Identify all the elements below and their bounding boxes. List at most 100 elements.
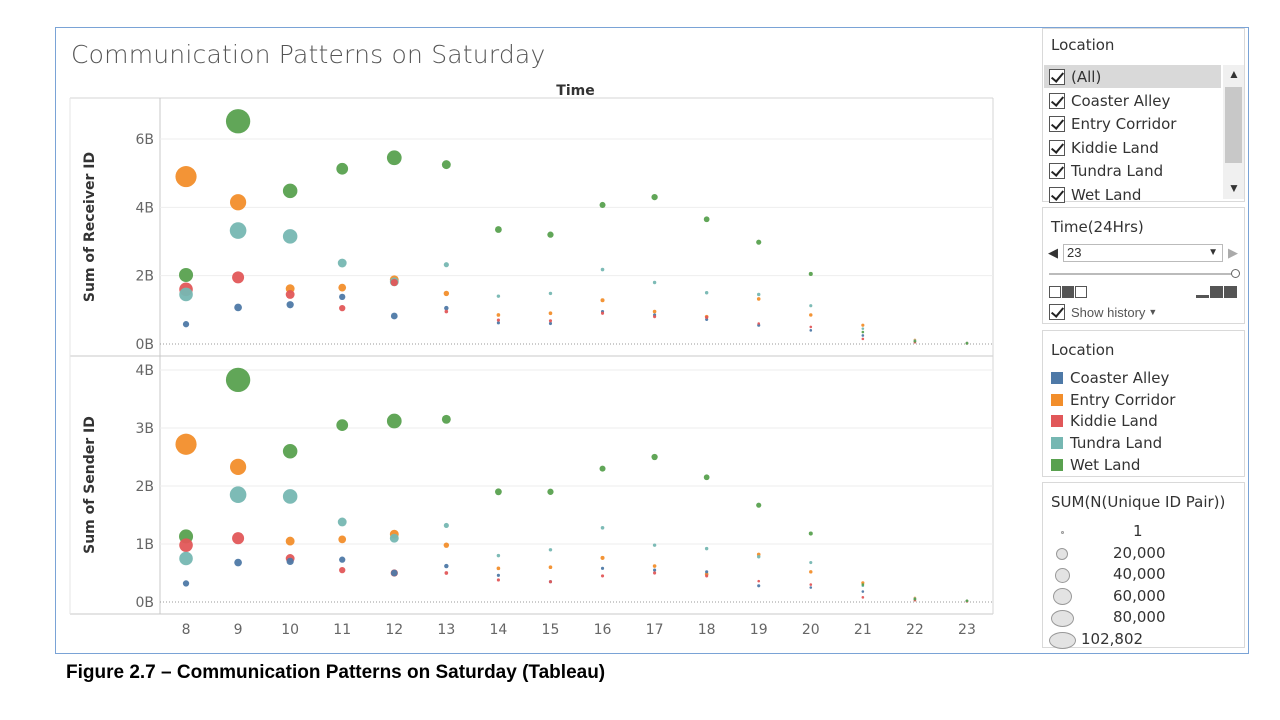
data-point bbox=[861, 334, 865, 337]
data-point bbox=[808, 531, 813, 536]
color-swatch bbox=[1051, 415, 1063, 428]
data-point bbox=[232, 271, 245, 284]
data-point bbox=[861, 327, 865, 330]
location-filter-option[interactable]: (All) bbox=[1049, 66, 1101, 88]
show-history-toggle[interactable]: Show history ▼ bbox=[1049, 304, 1157, 320]
filter-scrollbar[interactable]: ▲ ▼ bbox=[1223, 65, 1244, 199]
location-filter-checkbox[interactable] bbox=[1049, 92, 1065, 109]
color-swatch bbox=[1051, 458, 1063, 471]
data-point bbox=[757, 322, 761, 325]
data-point bbox=[861, 590, 865, 593]
data-point bbox=[338, 283, 347, 292]
column-header: Time bbox=[556, 83, 594, 99]
data-point bbox=[652, 309, 657, 314]
show-history-checkbox[interactable] bbox=[1049, 304, 1065, 320]
scroll-down-icon[interactable]: ▼ bbox=[1228, 181, 1240, 195]
location-filter-checkbox[interactable] bbox=[1049, 116, 1065, 132]
data-point bbox=[179, 538, 193, 552]
size-legend-circle bbox=[1050, 609, 1074, 627]
x-tick-label: 8 bbox=[182, 622, 191, 638]
time-select[interactable]: 23 ▼ bbox=[1063, 244, 1223, 262]
data-point bbox=[861, 323, 865, 327]
data-point bbox=[547, 488, 554, 495]
color-legend-item[interactable]: Wet Land bbox=[1051, 455, 1140, 475]
data-point bbox=[653, 315, 657, 319]
location-filter-option[interactable]: Tundra Land bbox=[1049, 160, 1163, 182]
location-filter-checkbox[interactable] bbox=[1049, 139, 1065, 156]
color-legend-item[interactable]: Coaster Alley bbox=[1051, 368, 1169, 388]
color-legend-item[interactable]: Tundra Land bbox=[1051, 433, 1162, 453]
size-legend-circle bbox=[1060, 530, 1064, 534]
time-slider-handle[interactable] bbox=[1231, 269, 1240, 278]
size-legend-label: 80,000 bbox=[1113, 608, 1166, 627]
data-point bbox=[705, 315, 709, 319]
data-point bbox=[234, 303, 242, 312]
x-tick-label: 16 bbox=[594, 622, 612, 638]
time-next-icon[interactable]: ▶ bbox=[1228, 245, 1238, 260]
time-prev-icon[interactable]: ◀ bbox=[1048, 245, 1058, 260]
size-legend-circle bbox=[1054, 567, 1070, 583]
data-point bbox=[443, 290, 450, 297]
x-tick-label: 21 bbox=[854, 622, 872, 638]
x-tick-label: 20 bbox=[802, 622, 820, 638]
data-point bbox=[548, 580, 553, 584]
step-forward-icon[interactable] bbox=[1075, 286, 1087, 298]
data-point bbox=[229, 194, 247, 211]
data-point bbox=[444, 571, 449, 575]
x-tick-label: 9 bbox=[234, 622, 243, 638]
speed-fast-icon[interactable] bbox=[1224, 286, 1237, 298]
x-tick-label: 12 bbox=[385, 622, 403, 638]
x-tick-label: 17 bbox=[646, 622, 664, 638]
data-point bbox=[285, 536, 295, 546]
location-filter-option[interactable]: Coaster Alley bbox=[1049, 90, 1170, 112]
color-legend-item[interactable]: Kiddie Land bbox=[1051, 411, 1158, 431]
size-legend-panel: SUM(N(Unique ID Pair)) 1 20,000 40,000 60,0… bbox=[1042, 482, 1245, 649]
data-point bbox=[809, 560, 813, 565]
size-legend-circle bbox=[1052, 588, 1072, 606]
location-filter-checkbox[interactable] bbox=[1049, 69, 1065, 85]
location-filter-option[interactable]: Kiddie Land bbox=[1049, 137, 1159, 159]
color-legend-title: Location bbox=[1051, 341, 1115, 359]
data-point bbox=[599, 465, 606, 472]
data-point bbox=[600, 267, 605, 272]
data-point bbox=[808, 271, 813, 276]
speed-medium-icon[interactable] bbox=[1210, 286, 1223, 298]
data-point bbox=[339, 566, 346, 574]
data-point bbox=[175, 433, 197, 455]
speed-slow-icon[interactable] bbox=[1196, 288, 1209, 298]
location-filter-title: Location bbox=[1051, 36, 1115, 54]
scroll-up-icon[interactable]: ▲ bbox=[1228, 67, 1240, 81]
location-filter-checkbox[interactable] bbox=[1049, 163, 1065, 179]
color-swatch bbox=[1051, 372, 1063, 384]
stop-icon[interactable] bbox=[1062, 286, 1074, 298]
data-point bbox=[286, 301, 294, 309]
location-filter-checkbox[interactable] bbox=[1049, 186, 1065, 203]
location-filter-option[interactable]: Entry Corridor bbox=[1049, 113, 1176, 135]
data-point bbox=[809, 313, 813, 317]
data-point bbox=[704, 546, 709, 551]
data-point bbox=[182, 321, 190, 328]
size-legend-label: 1 bbox=[1133, 522, 1143, 540]
data-point bbox=[282, 229, 298, 244]
data-point bbox=[809, 583, 813, 586]
size-legend-circle bbox=[1056, 547, 1068, 560]
data-point bbox=[444, 305, 449, 311]
time-slider-track[interactable] bbox=[1049, 273, 1237, 275]
data-point bbox=[809, 325, 813, 329]
data-point bbox=[705, 570, 709, 574]
time-filter-title: Time(24Hrs) bbox=[1051, 218, 1144, 236]
data-point bbox=[179, 551, 193, 566]
location-filter-option[interactable]: Wet Land bbox=[1049, 184, 1141, 206]
step-back-icon[interactable] bbox=[1049, 286, 1061, 298]
data-point bbox=[444, 309, 449, 314]
y-tick-label: 1B bbox=[135, 537, 154, 553]
data-point bbox=[913, 339, 917, 343]
scroll-thumb[interactable] bbox=[1225, 87, 1242, 163]
data-point bbox=[285, 290, 295, 299]
color-legend-item[interactable]: Entry Corridor bbox=[1051, 390, 1175, 410]
y-axis-label: Sum of Sender ID bbox=[82, 416, 98, 554]
data-point bbox=[496, 578, 500, 582]
location-filter-label: Wet Land bbox=[1071, 185, 1142, 204]
data-point bbox=[809, 329, 813, 332]
data-point bbox=[548, 319, 553, 323]
